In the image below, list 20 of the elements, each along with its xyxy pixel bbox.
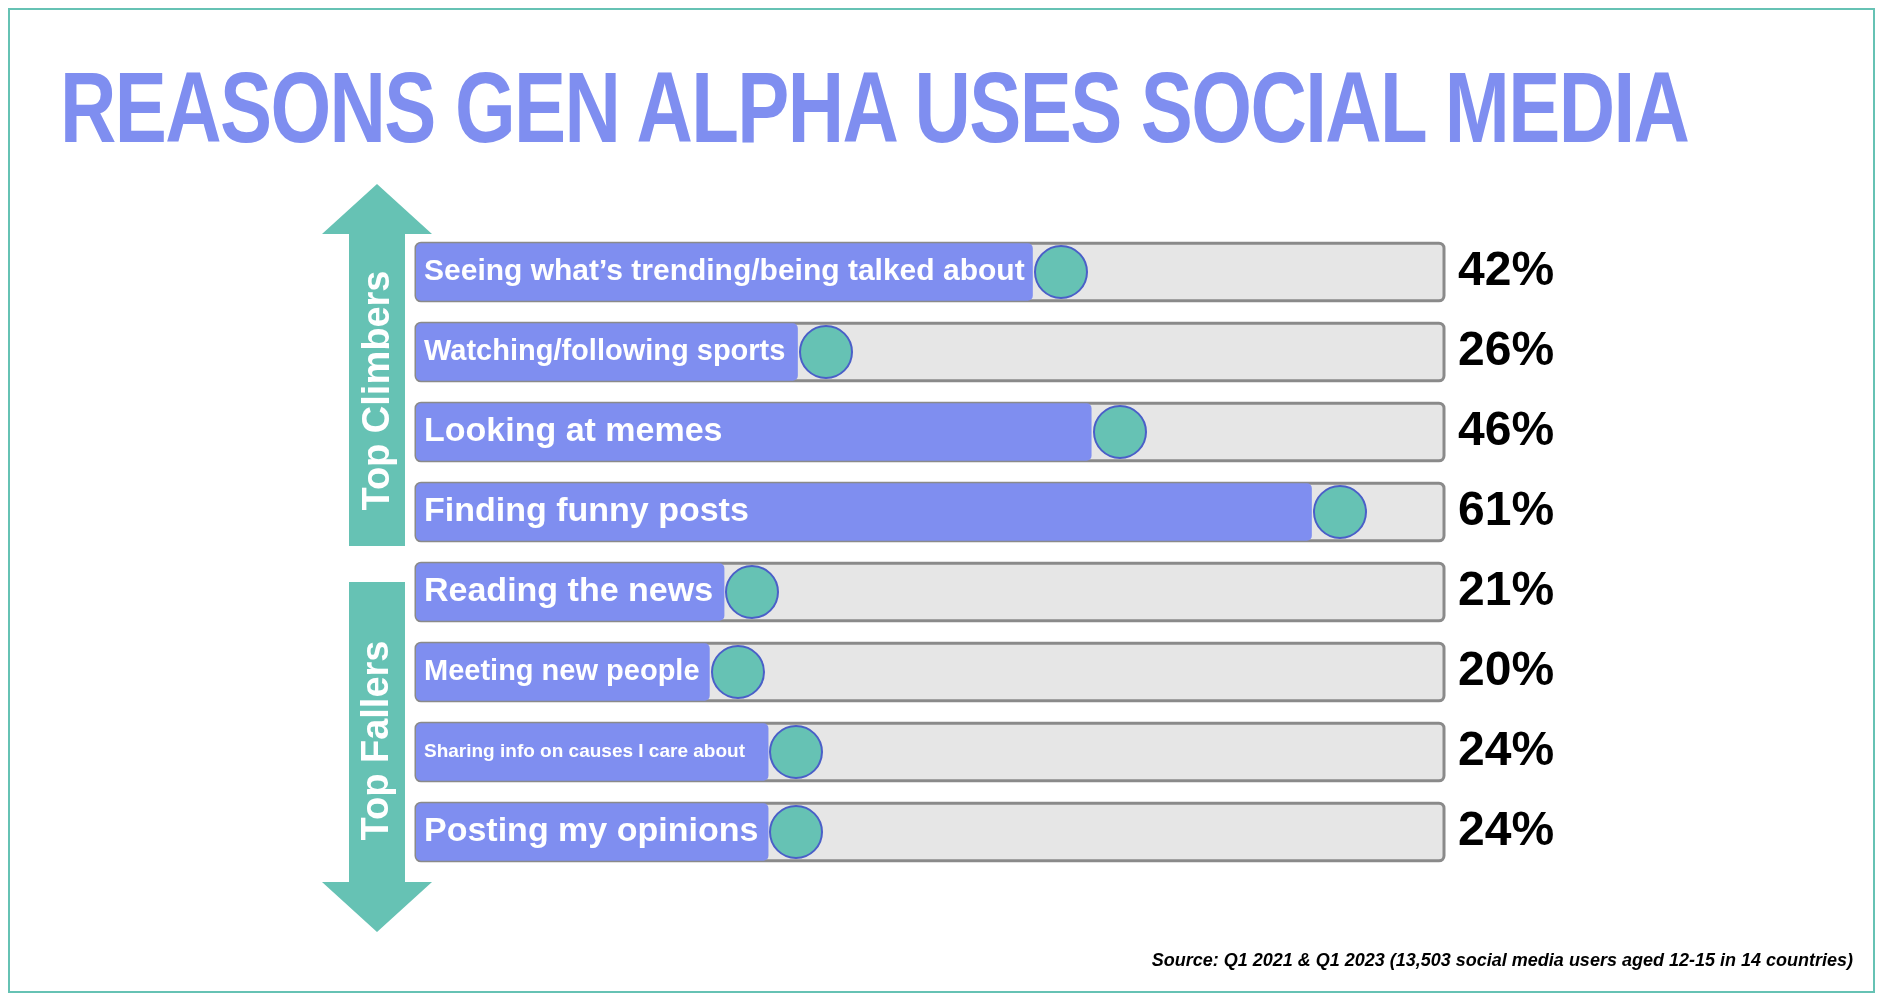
chart-title: REASONS GEN ALPHA USES SOCIAL MEDIA — [60, 50, 1689, 165]
y-tick-label: Seeing what’s trending/being talked about — [424, 253, 1025, 287]
data-label: 24% — [1458, 802, 1555, 856]
y-tick-label: Finding funny posts — [424, 490, 749, 529]
y-tick-label: Sharing info on causes I care about — [424, 740, 746, 762]
data-label: 26% — [1458, 322, 1555, 376]
text: Top Climbers — [354, 270, 398, 510]
data-label: 61% — [1458, 482, 1555, 536]
data-label: 42% — [1458, 242, 1555, 296]
y-tick-label: Meeting new people — [424, 654, 700, 686]
text: Top Fallers — [354, 640, 398, 840]
y-tick-label: Reading the news — [424, 570, 714, 609]
source-note: Source: Q1 2021 & Q1 2023 (13,503 social media users aged 12-15 in 14 countries) — [1151, 950, 1853, 971]
y-tick-label: Posting my opinions — [424, 810, 759, 849]
data-label: 24% — [1458, 722, 1555, 776]
y-tick-label: Watching/following sports — [424, 334, 786, 366]
data-label: 20% — [1458, 642, 1555, 696]
data-label: 46% — [1458, 402, 1555, 456]
y-tick-label: Looking at memes — [424, 410, 723, 449]
data-label: 21% — [1458, 562, 1555, 616]
